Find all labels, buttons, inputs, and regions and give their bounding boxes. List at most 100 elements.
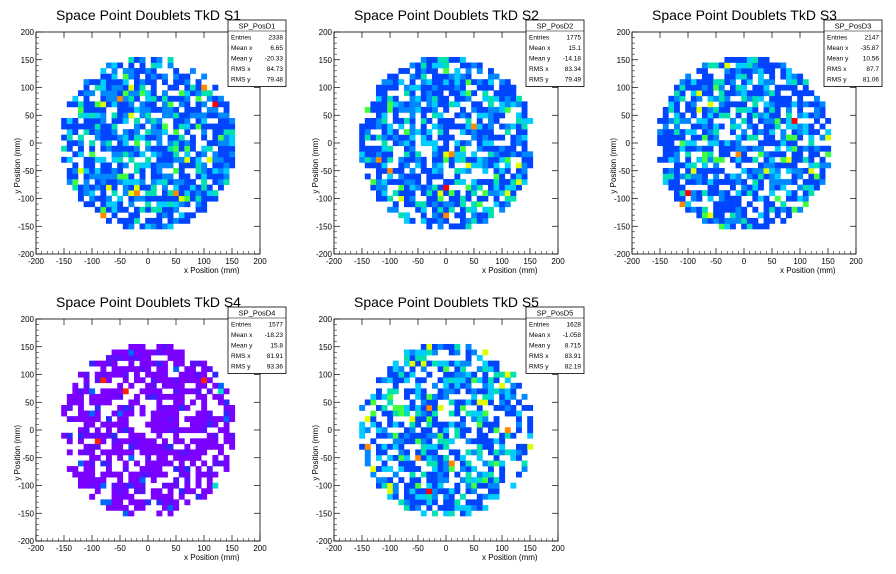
heatmap-bin [156,466,163,472]
heatmap-bin [398,443,405,450]
heatmap-bin [476,118,483,124]
heatmap-bin [150,206,157,213]
heatmap-bin [162,371,168,378]
heatmap-bin [454,123,461,130]
heatmap-bin [443,499,450,506]
heatmap-bin [212,84,219,91]
heatmap-bin [381,195,388,202]
heatmap-bin [741,106,748,113]
heatmap-bin [488,393,494,400]
heatmap-bin [814,162,820,169]
y-tick-label: -100 [316,482,333,491]
heatmap-bin [713,156,720,163]
heatmap-bin [178,190,185,197]
heatmap-bin [426,343,433,350]
heatmap-bin [696,68,703,74]
heatmap-bin [448,118,455,124]
heatmap-bin [122,129,129,135]
heatmap-bin [758,223,764,230]
heatmap-bin [206,145,213,152]
heatmap-bin [426,449,433,456]
heatmap-bin [392,410,399,417]
x-tick-label: -50 [412,544,424,553]
heatmap-bin [476,421,483,428]
heatmap-bin [735,84,742,91]
heatmap-bin [735,73,742,80]
heatmap-bin [825,118,832,124]
heatmap-bin [426,223,433,230]
heatmap-bin [404,68,410,74]
heatmap-bin [184,162,191,169]
heatmap-bin [735,151,742,158]
heatmap-bin [100,212,107,219]
heatmap-bin [162,493,168,500]
heatmap-bin [763,123,770,130]
y-tick-label: -100 [316,195,333,204]
heatmap-bin [72,399,79,406]
heatmap-bin [150,118,157,124]
heatmap-bin [167,488,174,495]
heatmap-bin [106,140,112,147]
heatmap-bin [206,140,213,147]
heatmap-bin [735,195,742,202]
heatmap-bin [730,118,736,124]
heatmap-bin [122,355,129,361]
heatmap-bin [376,477,382,484]
heatmap-bin [387,432,394,439]
heatmap-bin [814,184,820,191]
heatmap-bin [460,106,466,113]
heatmap-bin [668,167,675,174]
heatmap-bin [454,195,461,202]
heatmap-bin [476,195,483,202]
heatmap-bin [145,449,152,456]
stats-row-label: Mean x [529,45,551,52]
heatmap-bin [206,90,213,97]
heatmap-bin [482,410,489,417]
heatmap-bin [111,349,118,356]
heatmap-bin [482,95,489,102]
heatmap-bin [662,151,669,158]
heatmap-bin [139,410,146,417]
heatmap-bin [404,156,410,163]
heatmap-bin [94,377,101,384]
heatmap-bin [448,201,455,208]
heatmap-bin [61,118,68,124]
heatmap-bin [420,201,427,208]
heatmap-bin [769,106,776,113]
heatmap-bin [184,112,191,119]
heatmap-bin [78,371,84,378]
heatmap-bin [111,493,118,500]
heatmap-bin [746,167,753,174]
heatmap-bin [100,173,107,180]
heatmap-bin [460,123,466,130]
heatmap-bin [707,179,714,185]
heatmap-bin [83,449,90,456]
heatmap-bin [499,156,506,163]
heatmap-bin [679,201,686,208]
heatmap-bin [685,190,692,197]
heatmap-bin [145,73,152,80]
heatmap-bin [707,140,714,147]
heatmap-bin [819,167,826,174]
heatmap-bin [448,499,455,506]
heatmap-bin [128,56,135,63]
heatmap-bin [420,343,427,350]
heatmap-bin [156,118,163,124]
heatmap-bin [791,118,798,124]
heatmap-bin [415,84,422,91]
heatmap-bin [128,499,135,506]
heatmap-bin [178,179,185,185]
heatmap-bin [780,118,787,124]
heatmap-bin [488,184,494,191]
y-tick-label: -50 [320,167,332,176]
heatmap-bin [707,145,714,152]
heatmap-bin [66,173,73,180]
heatmap-bin [134,145,140,152]
heatmap-bin [741,56,748,63]
heatmap-bin [206,477,213,484]
heatmap-bin [139,366,146,373]
heatmap-bin [370,416,377,422]
stats-row-label: Mean x [827,45,849,52]
heatmap-bin [392,421,399,428]
heatmap-bin [392,79,399,86]
